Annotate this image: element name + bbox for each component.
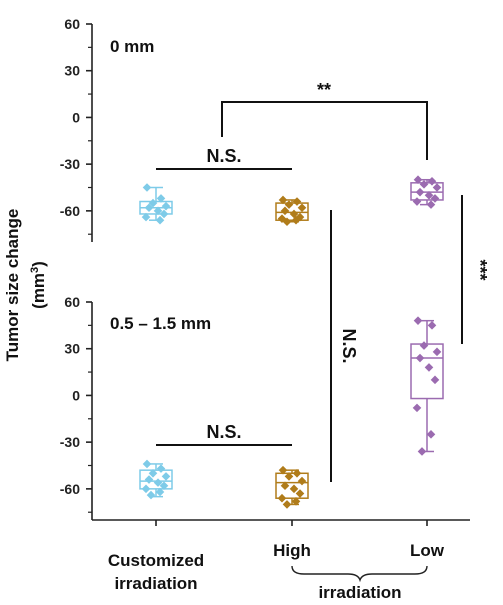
box-iqr <box>410 343 444 400</box>
box-iqr <box>410 182 444 201</box>
data-point <box>280 481 290 491</box>
data-point <box>412 403 422 413</box>
y-tick-label: 0 <box>72 109 80 125</box>
box-series <box>139 183 173 225</box>
panel-title: 0 mm <box>110 37 154 56</box>
box-series <box>275 195 309 227</box>
category-label: High <box>273 541 311 560</box>
data-point <box>427 321 437 330</box>
significance-label: N.S. <box>339 328 359 363</box>
box-group <box>139 316 444 509</box>
data-point <box>278 195 288 205</box>
data-point <box>277 493 287 503</box>
data-point <box>161 472 171 481</box>
panel-title: 0.5 – 1.5 mm <box>110 314 211 333</box>
data-point <box>427 176 437 186</box>
data-point <box>146 490 156 500</box>
data-point <box>155 487 165 497</box>
significance-label: *** <box>470 259 490 280</box>
data-point <box>282 217 292 227</box>
data-point <box>415 353 425 363</box>
data-point <box>419 180 429 189</box>
data-point <box>291 497 301 506</box>
data-point <box>295 489 305 498</box>
y-tick-label: 0 <box>72 387 80 403</box>
significance-bracket <box>221 101 428 160</box>
group-brace <box>291 565 428 583</box>
category-label: Low <box>410 541 445 560</box>
data-point <box>284 200 294 209</box>
data-point <box>280 206 290 216</box>
data-point <box>148 198 158 208</box>
data-point <box>413 175 423 185</box>
box-series <box>410 175 444 209</box>
y-tick-label: 30 <box>64 63 80 79</box>
y-tick-label: -60 <box>60 203 80 219</box>
category-label: Customized <box>108 551 204 570</box>
y-tick-label: 60 <box>64 16 80 32</box>
y-tick-label: 30 <box>64 341 80 357</box>
box-series <box>410 316 444 456</box>
data-point <box>153 478 163 487</box>
group-label: irradiation <box>318 583 401 602</box>
data-point <box>148 468 158 478</box>
box-iqr <box>139 469 173 490</box>
data-point <box>278 465 288 475</box>
y-tick-label: 60 <box>64 294 80 310</box>
data-point <box>284 472 294 481</box>
data-point <box>159 209 169 219</box>
y-axis-title: Tumor size change <box>3 209 22 362</box>
y-tick-label: -60 <box>60 481 80 497</box>
data-point <box>419 341 429 350</box>
data-point <box>159 481 169 491</box>
data-point <box>297 476 307 486</box>
data-point <box>295 212 305 222</box>
data-point <box>289 484 299 494</box>
data-point <box>156 194 166 203</box>
box-group <box>139 175 444 227</box>
data-point <box>424 363 434 372</box>
y-tick-label: -30 <box>60 156 80 172</box>
data-point <box>426 200 436 209</box>
data-point <box>415 187 425 197</box>
y-ticks: 60 30 0 -30 -60 <box>60 294 92 513</box>
panel-bottom: 0.5 – 1.5 mm 60 30 0 -30 -60 <box>60 294 470 521</box>
data-point <box>141 484 151 494</box>
data-point <box>153 206 163 216</box>
data-point <box>142 183 152 192</box>
data-point <box>432 347 442 357</box>
data-point <box>430 194 440 203</box>
panel-top: 0 mm 60 30 0 -30 -60 <box>60 16 444 242</box>
data-point <box>430 375 440 385</box>
box-series <box>139 459 173 500</box>
data-point <box>413 316 423 325</box>
y-ticks: 60 30 0 -30 -60 <box>60 16 92 235</box>
data-point <box>144 203 154 213</box>
data-point <box>291 215 301 225</box>
box-series <box>275 465 309 509</box>
data-point <box>144 475 154 484</box>
y-tick-label: -30 <box>60 434 80 450</box>
data-point <box>155 215 165 225</box>
data-point <box>292 468 302 478</box>
data-point <box>426 430 436 439</box>
data-point <box>142 459 152 469</box>
data-point <box>161 201 171 211</box>
significance-label: N.S. <box>206 422 241 442</box>
data-point <box>156 464 166 473</box>
significance-label: N.S. <box>206 146 241 166</box>
significance-label: ** <box>317 80 331 100</box>
data-point <box>292 197 302 206</box>
y-axis-unit: (mm3) <box>29 261 48 309</box>
data-point <box>432 183 442 192</box>
category-label-line2: irradiation <box>114 574 197 593</box>
data-point <box>412 197 422 206</box>
data-point <box>417 447 427 456</box>
data-point <box>424 190 434 200</box>
data-point <box>282 500 292 509</box>
data-point <box>297 203 307 213</box>
box-iqr <box>275 472 309 499</box>
data-point <box>141 212 151 222</box>
